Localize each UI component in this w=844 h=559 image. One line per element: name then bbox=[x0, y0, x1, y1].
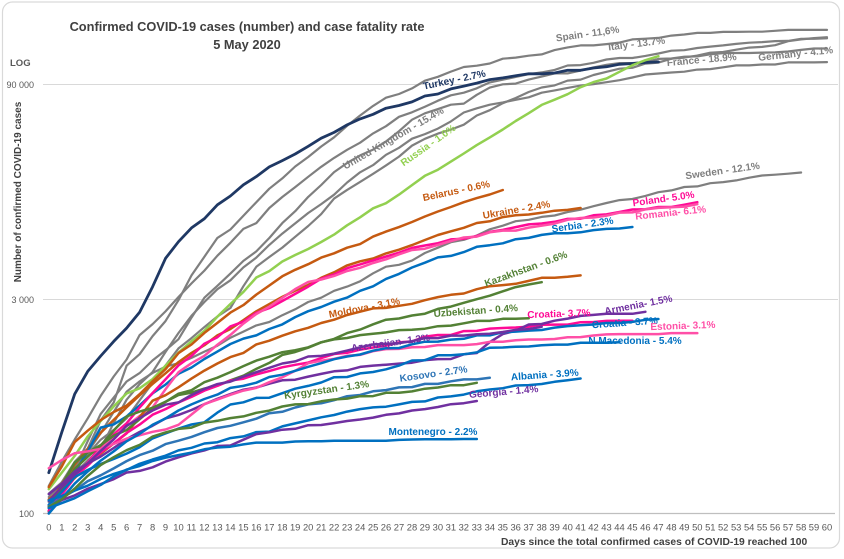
svg-text:Number of confirmed COVID-19 c: Number of confirmed COVID-19 cases bbox=[13, 101, 24, 282]
svg-text:12: 12 bbox=[199, 522, 209, 533]
svg-text:57: 57 bbox=[783, 522, 793, 533]
svg-text:31: 31 bbox=[446, 522, 456, 533]
svg-text:50: 50 bbox=[692, 522, 702, 533]
svg-text:30: 30 bbox=[433, 522, 443, 533]
svg-text:16: 16 bbox=[251, 522, 261, 533]
svg-text:4: 4 bbox=[98, 522, 103, 533]
svg-text:24: 24 bbox=[355, 522, 365, 533]
svg-text:5: 5 bbox=[111, 522, 116, 533]
svg-text:47: 47 bbox=[653, 522, 663, 533]
svg-text:19: 19 bbox=[290, 522, 300, 533]
svg-text:LOG: LOG bbox=[10, 58, 31, 69]
svg-text:18: 18 bbox=[277, 522, 287, 533]
svg-text:22: 22 bbox=[329, 522, 339, 533]
svg-text:9: 9 bbox=[163, 522, 168, 533]
svg-text:Croatia- 3.7%: Croatia- 3.7% bbox=[527, 308, 591, 321]
svg-text:41: 41 bbox=[575, 522, 585, 533]
svg-text:35: 35 bbox=[498, 522, 508, 533]
svg-text:39: 39 bbox=[549, 522, 559, 533]
svg-text:1: 1 bbox=[59, 522, 64, 533]
svg-text:17: 17 bbox=[264, 522, 274, 533]
svg-text:14: 14 bbox=[225, 522, 235, 533]
svg-text:40: 40 bbox=[562, 522, 572, 533]
svg-text:10: 10 bbox=[173, 522, 183, 533]
svg-text:Confirmed COVID-19 cases (numb: Confirmed COVID-19 cases (number) and ca… bbox=[70, 19, 425, 34]
svg-text:56: 56 bbox=[770, 522, 780, 533]
svg-text:15: 15 bbox=[238, 522, 248, 533]
svg-text:37: 37 bbox=[523, 522, 533, 533]
svg-text:48: 48 bbox=[666, 522, 676, 533]
svg-text:3: 3 bbox=[85, 522, 90, 533]
svg-text:51: 51 bbox=[705, 522, 715, 533]
svg-text:43: 43 bbox=[601, 522, 611, 533]
svg-text:Days since the total confirmed: Days since the total confirmed cases of … bbox=[501, 537, 807, 548]
svg-text:34: 34 bbox=[485, 522, 495, 533]
svg-text:5 May 2020: 5 May 2020 bbox=[213, 37, 281, 52]
svg-text:90 000: 90 000 bbox=[6, 80, 34, 90]
svg-text:60: 60 bbox=[822, 522, 832, 533]
svg-text:29: 29 bbox=[420, 522, 430, 533]
svg-text:Albania - 3.9%: Albania - 3.9% bbox=[511, 368, 580, 384]
svg-text:49: 49 bbox=[679, 522, 689, 533]
svg-text:54: 54 bbox=[744, 522, 754, 533]
svg-text:100: 100 bbox=[19, 509, 34, 519]
svg-text:Estonia- 3.1%: Estonia- 3.1% bbox=[650, 320, 715, 333]
svg-text:2: 2 bbox=[72, 522, 77, 533]
svg-text:38: 38 bbox=[536, 522, 546, 533]
svg-text:53: 53 bbox=[731, 522, 741, 533]
svg-text:7: 7 bbox=[137, 522, 142, 533]
svg-text:58: 58 bbox=[796, 522, 806, 533]
svg-text:55: 55 bbox=[757, 522, 767, 533]
svg-text:32: 32 bbox=[459, 522, 469, 533]
svg-text:52: 52 bbox=[718, 522, 728, 533]
svg-text:27: 27 bbox=[394, 522, 404, 533]
svg-text:33: 33 bbox=[472, 522, 482, 533]
svg-text:20: 20 bbox=[303, 522, 313, 533]
svg-text:42: 42 bbox=[588, 522, 598, 533]
svg-text:46: 46 bbox=[640, 522, 650, 533]
svg-text:45: 45 bbox=[627, 522, 637, 533]
svg-text:36: 36 bbox=[510, 522, 520, 533]
svg-text:13: 13 bbox=[212, 522, 222, 533]
svg-text:23: 23 bbox=[342, 522, 352, 533]
svg-text:3 000: 3 000 bbox=[11, 295, 34, 305]
svg-text:Croatia - 3.7%: Croatia - 3.7% bbox=[591, 316, 658, 332]
svg-text:59: 59 bbox=[809, 522, 819, 533]
svg-text:N.Macedonia - 5.4%: N.Macedonia - 5.4% bbox=[588, 336, 681, 347]
svg-text:8: 8 bbox=[150, 522, 155, 533]
svg-text:25: 25 bbox=[368, 522, 378, 533]
svg-text:6: 6 bbox=[124, 522, 129, 533]
svg-text:44: 44 bbox=[614, 522, 624, 533]
svg-text:21: 21 bbox=[316, 522, 326, 533]
svg-text:28: 28 bbox=[407, 522, 417, 533]
svg-text:Montenegro - 2.2%: Montenegro - 2.2% bbox=[389, 427, 478, 438]
svg-text:0: 0 bbox=[46, 522, 51, 533]
svg-text:11: 11 bbox=[187, 522, 197, 533]
svg-text:26: 26 bbox=[381, 522, 391, 533]
